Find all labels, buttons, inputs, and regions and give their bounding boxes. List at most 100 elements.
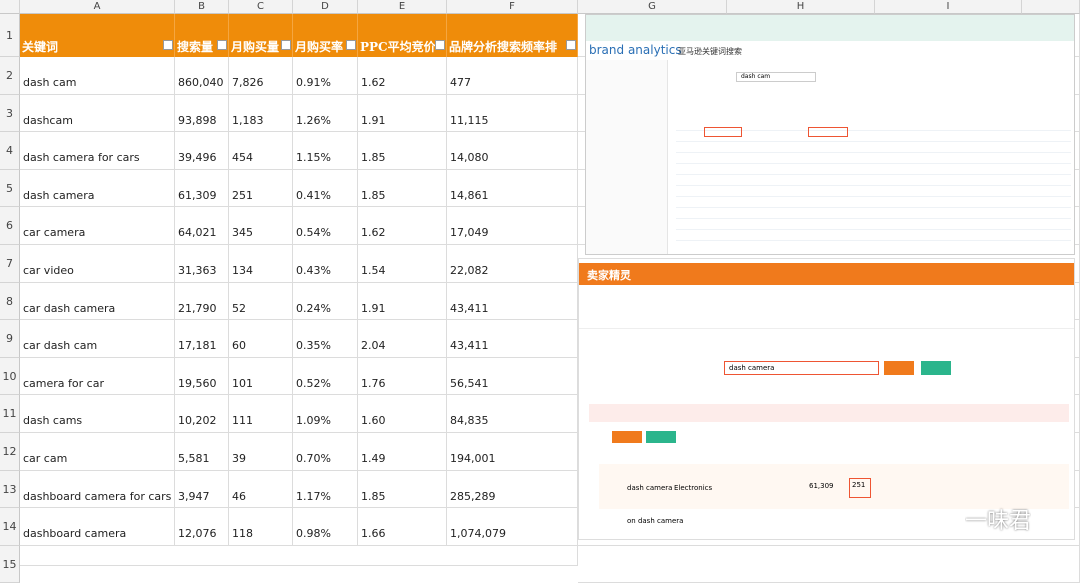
header-cell: 搜索量: [175, 14, 229, 57]
cell: dash cams: [20, 395, 175, 433]
row-header: 6: [0, 207, 20, 245]
column-header: C: [229, 0, 293, 14]
cell: 14,861: [447, 169, 578, 208]
cell: 5,581: [175, 433, 229, 471]
column-header: H: [727, 0, 875, 14]
cell: 477: [447, 57, 578, 95]
column-header: F: [447, 0, 578, 14]
header-cell: PPC平均竞价: [358, 14, 447, 57]
cell: 345: [229, 207, 293, 245]
banner: [586, 15, 1074, 41]
cell: 7,826: [229, 57, 293, 95]
cell: 0.91%: [293, 57, 358, 95]
button[interactable]: [612, 431, 642, 443]
header-cell: 月购买率: [293, 14, 358, 57]
row-header: 4: [0, 132, 20, 170]
tabs: [579, 319, 1074, 329]
cell: dash camera: [20, 169, 175, 208]
notice: [589, 404, 1069, 422]
cell: dash camera for cars: [20, 132, 175, 170]
cell: 1.91: [358, 282, 447, 321]
cell: 61,309: [175, 169, 229, 208]
row-header: 5: [0, 169, 20, 208]
cell: 17,181: [175, 320, 229, 358]
cell: [578, 545, 1080, 583]
header-cell: 关键词: [20, 14, 175, 57]
row-header: 8: [0, 282, 20, 321]
cell: 1,183: [229, 94, 293, 133]
cell: 1.62: [358, 57, 447, 95]
cell: 134: [229, 245, 293, 283]
logo: 卖家精灵: [587, 269, 631, 282]
cell: 285,289: [447, 470, 578, 509]
cell: car cam: [20, 433, 175, 471]
search-volume: 61,309: [809, 482, 834, 490]
embedded-image-1: brand analytics 亚马逊关键词搜索 dash cam: [585, 14, 1075, 255]
row-header: 9: [0, 320, 20, 358]
button[interactable]: [646, 431, 676, 443]
filter-button: [281, 40, 291, 50]
cell: 0.70%: [293, 433, 358, 471]
cell: 454: [229, 132, 293, 170]
result-row: [599, 464, 1069, 509]
cell: 3,947: [175, 470, 229, 509]
cell: 11,115: [447, 94, 578, 133]
cell: 84,835: [447, 395, 578, 433]
highlight: [704, 127, 742, 137]
filter-button: [435, 40, 445, 50]
page-title: 亚马逊关键词搜索: [678, 47, 742, 56]
cell: car camera: [20, 207, 175, 245]
cell: 43,411: [447, 282, 578, 321]
cell: 1.15%: [293, 132, 358, 170]
column-header: D: [293, 0, 358, 14]
search-input: dash camera: [724, 361, 879, 375]
cell: 12,076: [175, 508, 229, 546]
row-header: 14: [0, 508, 20, 546]
cell: 0.43%: [293, 245, 358, 283]
button[interactable]: [921, 361, 951, 375]
cell: 0.41%: [293, 169, 358, 208]
cell: 1.85: [358, 169, 447, 208]
cell: 0.98%: [293, 508, 358, 546]
filter-button: [217, 40, 227, 50]
cell: 10,202: [175, 395, 229, 433]
watermark: 一味君: [965, 509, 1032, 534]
top-bar: [579, 263, 1074, 285]
cell: 101: [229, 357, 293, 396]
search-button[interactable]: [884, 361, 914, 375]
cell: 0.35%: [293, 320, 358, 358]
brand-title: brand analytics: [589, 43, 682, 57]
column-header: B: [175, 0, 229, 14]
cell: 22,082: [447, 245, 578, 283]
cell: 31,363: [175, 245, 229, 283]
cell: car video: [20, 245, 175, 283]
row-header: 13: [0, 470, 20, 509]
column-header: [1022, 0, 1080, 14]
cell: 0.54%: [293, 207, 358, 245]
keyword: dash camera: [627, 484, 673, 492]
cell: 1.76: [358, 357, 447, 396]
cell: 1.91: [358, 94, 447, 133]
cell: 251: [229, 169, 293, 208]
cell: 1.17%: [293, 470, 358, 509]
header-cell: 月购买量: [229, 14, 293, 57]
cell: dashboard camera: [20, 508, 175, 546]
cell: 0.52%: [293, 357, 358, 396]
cell: 1.66: [358, 508, 447, 546]
highlight: [808, 127, 848, 137]
header-cell: 品牌分析搜索频率排: [447, 14, 578, 57]
cell: 111: [229, 395, 293, 433]
row-header: 15: [0, 545, 20, 583]
sidebar: [586, 60, 668, 254]
cell: 0.24%: [293, 282, 358, 321]
cell: 64,021: [175, 207, 229, 245]
result-table: [676, 120, 1071, 250]
cell: dashboard camera for cars: [20, 470, 175, 509]
cell: 1.54: [358, 245, 447, 283]
row-header: 10: [0, 357, 20, 396]
cell: 52: [229, 282, 293, 321]
cell: dash cam: [20, 57, 175, 95]
cell: 118: [229, 508, 293, 546]
filter-button: [566, 40, 576, 50]
row-header: 2: [0, 57, 20, 95]
